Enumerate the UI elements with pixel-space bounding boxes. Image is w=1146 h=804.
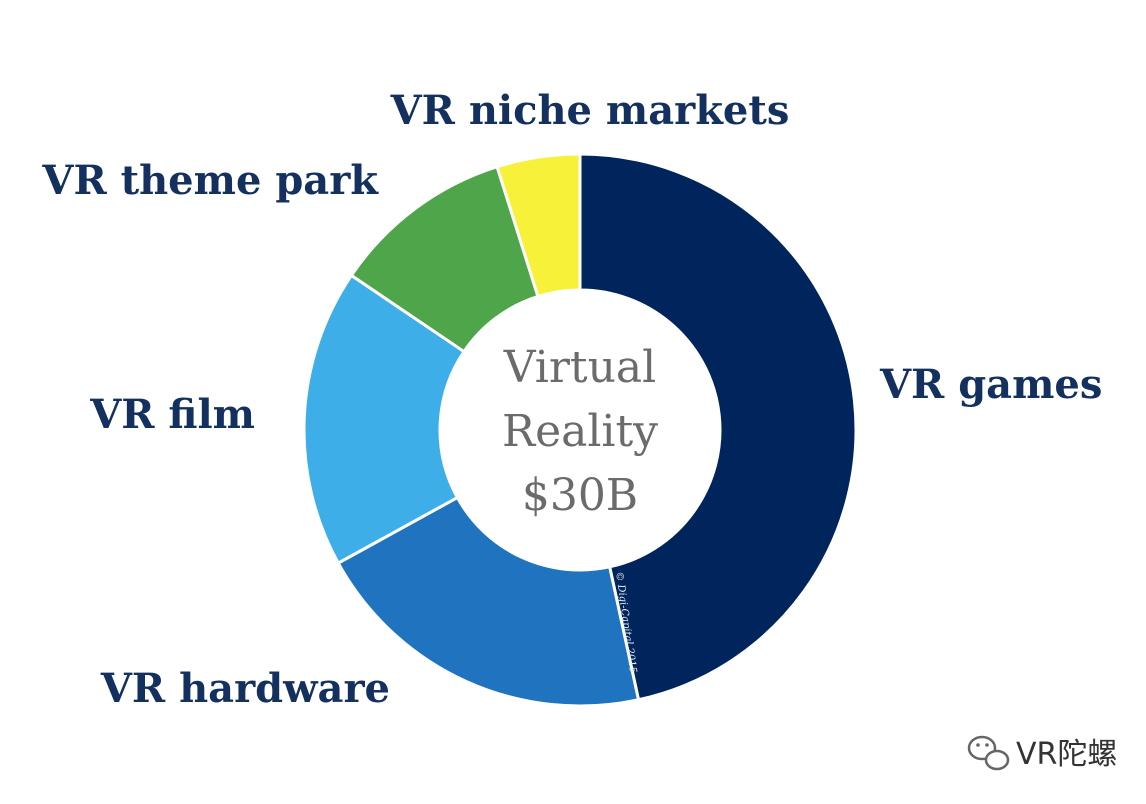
watermark: VR陀螺 bbox=[967, 735, 1117, 772]
watermark-text: VR陀螺 bbox=[1016, 737, 1117, 772]
center-label-line-3: $30B bbox=[522, 470, 638, 521]
center-label-line-2: Reality bbox=[502, 406, 658, 457]
label-vr-hardware: VR hardware bbox=[100, 665, 390, 712]
label-vr-film: VR film bbox=[89, 391, 255, 438]
chart-slices bbox=[302, 152, 858, 708]
wechat-icon bbox=[967, 735, 1010, 771]
donut-hole bbox=[440, 290, 720, 570]
label-vr-games: VR games bbox=[879, 361, 1102, 408]
label-vr-niche-markets: VR niche markets bbox=[390, 87, 790, 134]
label-vr-theme-park: VR theme park bbox=[41, 157, 379, 204]
center-label-line-1: Virtual bbox=[503, 342, 656, 393]
